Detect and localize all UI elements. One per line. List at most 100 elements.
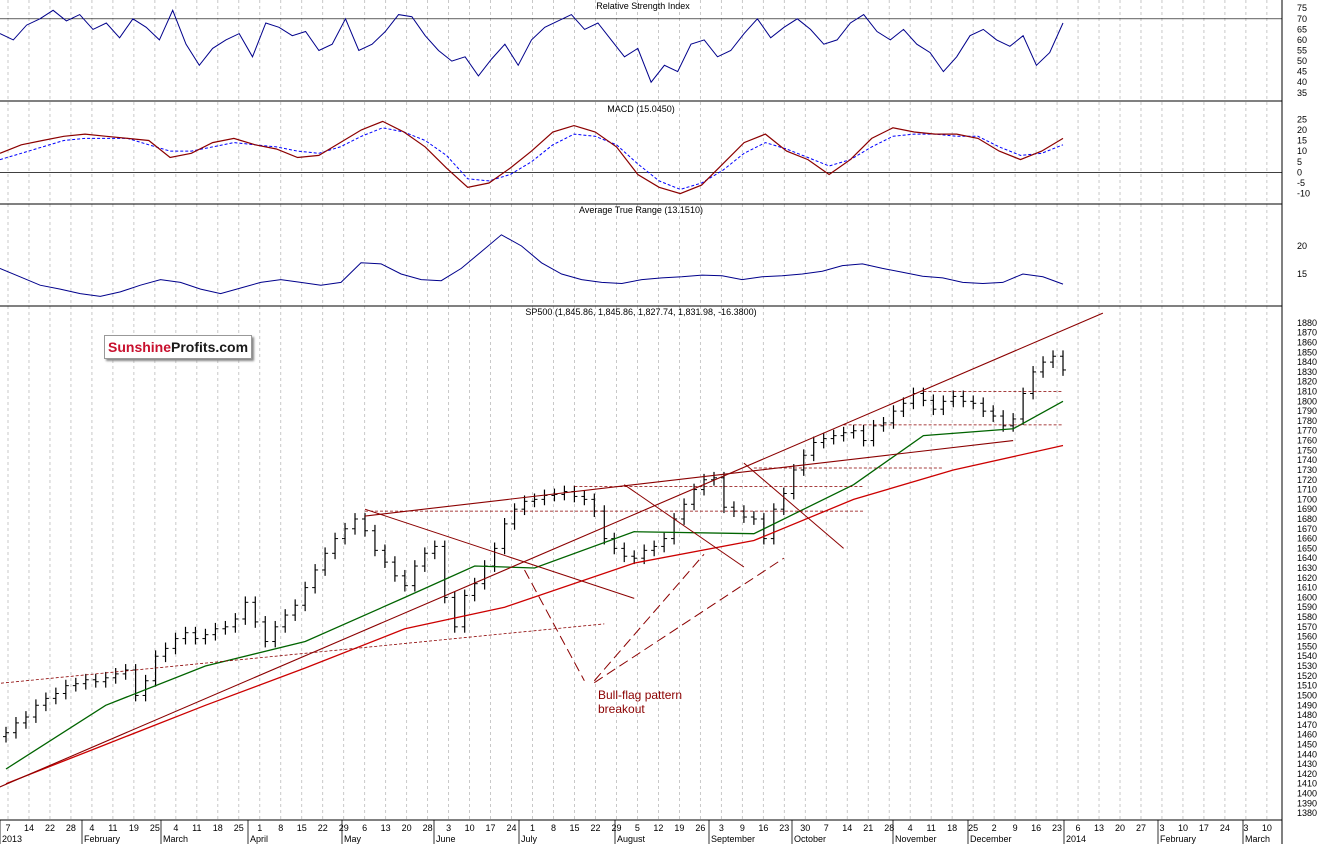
month-label: February xyxy=(1160,834,1197,844)
date-tick-label: 23 xyxy=(1052,823,1062,833)
y-tick-label: 15 xyxy=(1297,269,1307,279)
upper-trend-line xyxy=(364,440,1014,517)
y-tick-label: 20 xyxy=(1297,125,1307,135)
atr-title: Average True Range (13.1510) xyxy=(579,205,703,215)
long-uptrend-line xyxy=(0,312,1104,788)
y-tick-label: 1690 xyxy=(1297,504,1317,514)
month-label: November xyxy=(895,834,937,844)
y-tick-label: 1720 xyxy=(1297,475,1317,485)
sma-red-line xyxy=(5,444,1064,785)
y-tick-label: 1540 xyxy=(1297,651,1317,661)
y-tick-label: 35 xyxy=(1297,88,1307,98)
bull-flag-pointer xyxy=(594,557,785,684)
y-tick-label: 1520 xyxy=(1297,671,1317,681)
date-tick-label: 15 xyxy=(569,823,579,833)
panel-borders xyxy=(0,0,1283,844)
date-tick-label: 25 xyxy=(968,823,978,833)
y-tick-label: 20 xyxy=(1297,241,1307,251)
y-tick-label: 1580 xyxy=(1297,612,1317,622)
y-tick-label: 1850 xyxy=(1297,347,1317,357)
date-tick-label: 17 xyxy=(1199,823,1209,833)
annotation-line-1: Bull-flag pattern xyxy=(598,688,683,702)
date-tick-label: 13 xyxy=(1094,823,1104,833)
date-tick-label: 22 xyxy=(590,823,600,833)
date-tick-label: 23 xyxy=(779,823,789,833)
date-tick-label: 10 xyxy=(1178,823,1188,833)
month-label: July xyxy=(521,834,538,844)
rsi-title: Relative Strength Index xyxy=(596,1,690,11)
y-tick-label: 55 xyxy=(1297,46,1307,56)
sp500-title: SP500 (1,845.86, 1,845.86, 1,827.74, 1,8… xyxy=(525,307,756,317)
date-tick-label: 26 xyxy=(695,823,705,833)
date-tick-label: 24 xyxy=(1220,823,1230,833)
date-tick-label: 21 xyxy=(863,823,873,833)
date-tick-label: 15 xyxy=(297,823,307,833)
month-label: April xyxy=(250,834,268,844)
flag-line-2 xyxy=(623,484,745,568)
date-tick-label: 9 xyxy=(740,823,745,833)
annotation-line-2: breakout xyxy=(598,702,645,716)
date-tick-label: 30 xyxy=(800,823,810,833)
y-tick-label: 0 xyxy=(1297,167,1302,177)
y-tick-label: 1640 xyxy=(1297,553,1317,563)
sma-green-line xyxy=(5,400,1064,770)
y-tick-label: -5 xyxy=(1297,178,1305,188)
y-tick-label: 1390 xyxy=(1297,798,1317,808)
y-tick-label: 1810 xyxy=(1297,387,1317,397)
y-tick-label: 1700 xyxy=(1297,494,1317,504)
date-tick-label: 29 xyxy=(339,823,349,833)
y-tick-label: 1770 xyxy=(1297,426,1317,436)
date-tick-label: 16 xyxy=(758,823,768,833)
y-tick-label: 1680 xyxy=(1297,514,1317,524)
date-tick-label: 12 xyxy=(653,823,663,833)
y-tick-label: 1880 xyxy=(1297,318,1317,328)
date-tick-label: 3 xyxy=(1243,823,1248,833)
date-tick-label: 17 xyxy=(486,823,496,833)
month-label: 2014 xyxy=(1066,834,1086,844)
logo-part-2: Profits.com xyxy=(171,339,249,355)
date-tick-label: 28 xyxy=(423,823,433,833)
date-tick-label: 4 xyxy=(173,823,178,833)
date-tick-label: 19 xyxy=(674,823,684,833)
y-tick-label: 1620 xyxy=(1297,573,1317,583)
y-tick-label: 1670 xyxy=(1297,524,1317,534)
month-label: August xyxy=(617,834,646,844)
bull-flag-annotation: Bull-flag pattern breakout xyxy=(598,688,682,716)
y-tick-label: 1740 xyxy=(1297,455,1317,465)
logo-part-1: Sunshine xyxy=(108,339,172,355)
flag-line-1 xyxy=(364,508,635,599)
y-tick-label: 10 xyxy=(1297,146,1307,156)
date-axis: 7 14 22 28 4 11 19 25 4 11 18 25 1 8 15 22 29 6 13 20 28 3 10 1… xyxy=(0,820,1272,844)
date-tick-label: 20 xyxy=(1115,823,1125,833)
date-tick-label: 13 xyxy=(381,823,391,833)
y-tick-label: 45 xyxy=(1297,67,1307,77)
macd-signal-line xyxy=(0,127,1064,190)
date-tick-label: 29 xyxy=(611,823,621,833)
y-tick-label: 1410 xyxy=(1297,779,1317,789)
y-tick-label: 1830 xyxy=(1297,367,1317,377)
date-tick-label: 19 xyxy=(129,823,139,833)
sunshine-profits-logo: Sunshine Profits.com xyxy=(104,335,252,359)
month-label: May xyxy=(344,834,362,844)
y-tick-label: 1600 xyxy=(1297,592,1317,602)
y-tick-label: 1650 xyxy=(1297,543,1317,553)
date-tick-label: 3 xyxy=(446,823,451,833)
y-tick-label: 1820 xyxy=(1297,377,1317,387)
date-tick-label: 4 xyxy=(908,823,913,833)
date-tick-label: 14 xyxy=(24,823,34,833)
date-tick-label: 6 xyxy=(362,823,367,833)
y-tick-label: 1460 xyxy=(1297,730,1317,740)
y-tick-label: 1490 xyxy=(1297,700,1317,710)
y-tick-label: 1790 xyxy=(1297,406,1317,416)
month-label: 2013 xyxy=(2,834,22,844)
y-tick-label: 40 xyxy=(1297,77,1307,87)
date-tick-label: 5 xyxy=(635,823,640,833)
date-tick-label: 10 xyxy=(1262,823,1272,833)
date-tick-label: 4 xyxy=(89,823,94,833)
y-tick-label: 1560 xyxy=(1297,632,1317,642)
vertical-grid xyxy=(7,0,1268,820)
date-tick-label: 7 xyxy=(5,823,10,833)
date-tick-label: 3 xyxy=(1159,823,1164,833)
